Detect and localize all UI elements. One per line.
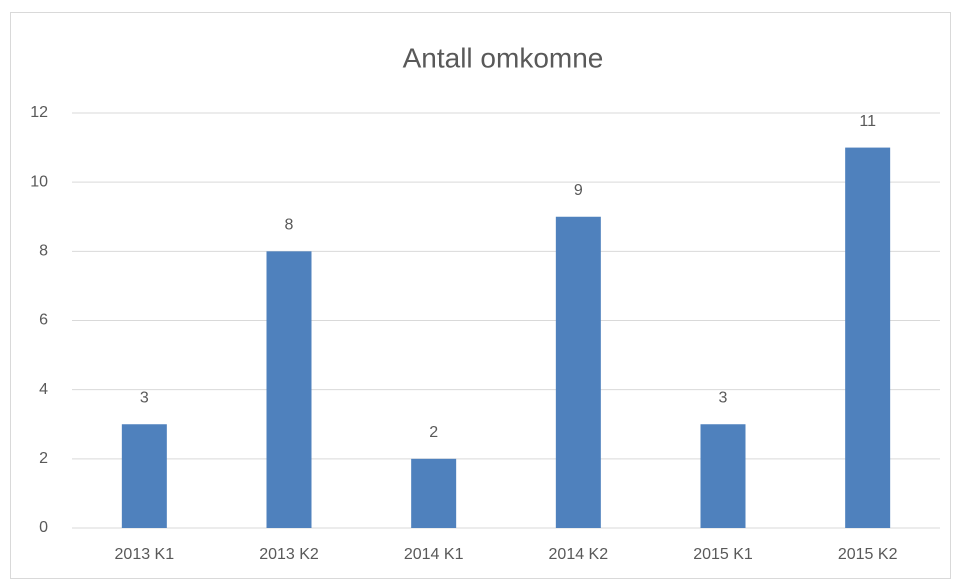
bar — [700, 424, 746, 528]
bar — [845, 147, 891, 529]
data-label: 11 — [859, 113, 876, 130]
data-label: 2 — [429, 424, 438, 441]
y-tick-label: 8 — [39, 243, 48, 260]
x-tick-label: 2013 K2 — [259, 546, 319, 563]
bar — [555, 216, 601, 528]
y-tick-label: 10 — [30, 173, 48, 190]
x-tick-label: 2014 K1 — [404, 546, 464, 563]
data-label: 3 — [719, 389, 728, 406]
y-tick-label: 2 — [39, 450, 48, 467]
x-tick-label: 2013 K1 — [115, 546, 175, 563]
x-tick-label: 2014 K2 — [549, 546, 609, 563]
x-tick-label: 2015 K1 — [693, 546, 753, 563]
y-tick-label: 0 — [39, 519, 48, 536]
x-tick-label: 2015 K2 — [838, 546, 898, 563]
data-label: 9 — [574, 182, 583, 199]
bar — [266, 251, 312, 529]
bar — [411, 458, 457, 528]
y-tick-label: 4 — [39, 381, 48, 398]
chart-border — [10, 12, 951, 579]
chart-title: Antall omkomne — [403, 42, 604, 73]
data-label: 3 — [140, 389, 149, 406]
y-tick-label: 12 — [30, 104, 48, 121]
y-tick-label: 6 — [39, 312, 48, 329]
data-label: 8 — [285, 217, 294, 234]
bar — [121, 424, 167, 528]
